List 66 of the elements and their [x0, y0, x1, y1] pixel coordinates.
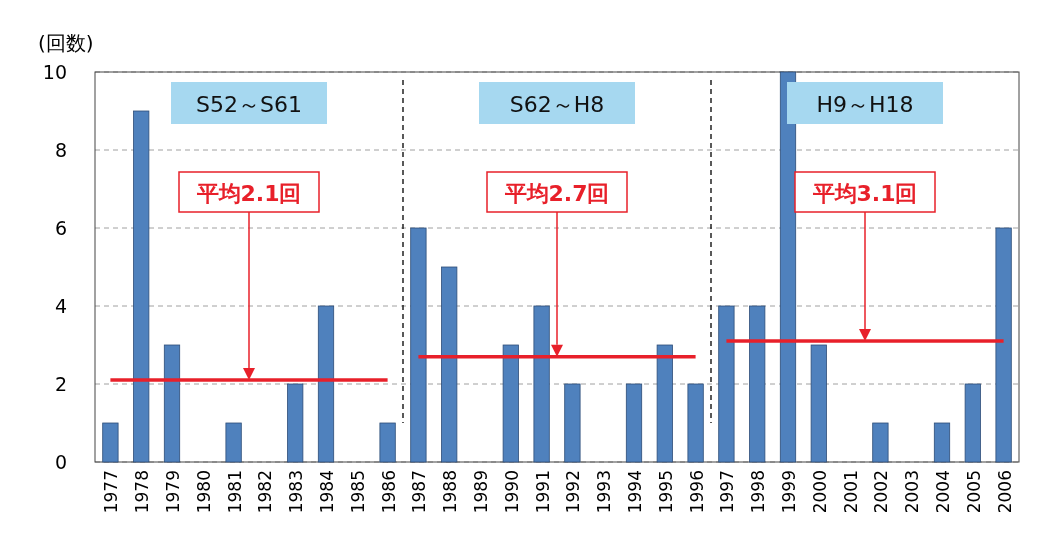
x-tick-label: 2002: [871, 470, 892, 514]
bar: [779, 71, 797, 463]
bar: [133, 110, 150, 463]
annotation: S62～H8: [509, 92, 605, 117]
x-tick-label: 1989: [471, 470, 491, 514]
x-tick-label: 1979: [163, 470, 183, 514]
annotation: H9～H18: [816, 92, 914, 117]
bar: [163, 344, 181, 463]
x-tick-label: 1983: [286, 470, 307, 514]
annotation: 平均3.1回: [811, 181, 918, 206]
bar: [718, 305, 735, 463]
x-tick-label: 1978: [132, 470, 153, 514]
x-tick-label: 2004: [933, 470, 953, 514]
x-tick-label: 2006: [994, 470, 1015, 514]
x-tick-label: 1987: [409, 470, 430, 514]
bar: [933, 422, 951, 463]
x-tick-label: 1994: [625, 470, 645, 514]
x-tick-label: 1985: [347, 470, 368, 514]
x-tick-label: 2005: [963, 470, 984, 514]
x-tick-label: 1980: [193, 470, 214, 514]
bar: [379, 422, 396, 463]
x-tick-label: 1988: [440, 470, 461, 514]
y-axis-title: (回数): [38, 31, 94, 55]
bar: [995, 227, 1012, 463]
bar: [564, 383, 581, 463]
bar: [441, 266, 458, 463]
x-tick-label: 1991: [532, 470, 553, 514]
bar: [687, 383, 704, 463]
x-tick-label: 1996: [686, 470, 707, 514]
y-tick-label: 10: [42, 61, 67, 83]
x-tick-label: 1981: [224, 470, 245, 514]
bar: [317, 305, 335, 463]
x-tick-label: 1999: [779, 470, 799, 514]
x-tick-label: 1984: [317, 470, 337, 514]
x-tick-label: 1992: [563, 470, 584, 514]
y-tick-label: 4: [54, 295, 67, 317]
x-tick-label: 1997: [717, 470, 738, 514]
x-tick-label: 1995: [655, 470, 676, 514]
bar: [502, 344, 519, 463]
x-tick-label: 2003: [902, 470, 923, 514]
x-tick-label: 2001: [840, 470, 861, 514]
x-tick-label: 1998: [748, 470, 769, 514]
x-tick-label: 2000: [809, 470, 830, 514]
bar: [810, 344, 827, 463]
x-tick-label: 1977: [101, 470, 122, 514]
bar: [656, 344, 673, 463]
y-tick-label: 2: [54, 373, 67, 395]
x-tick-label: 1986: [378, 470, 399, 514]
annotation: 平均2.1回: [195, 181, 302, 206]
annotation: S52～S61: [196, 92, 302, 117]
bar: [410, 227, 427, 463]
bar: [287, 383, 304, 463]
x-tick-label: 1990: [501, 470, 522, 514]
y-tick-label: 8: [54, 139, 67, 161]
bar: [964, 383, 981, 463]
annotation: 平均2.7回: [503, 181, 610, 206]
x-tick-label: 1982: [255, 470, 276, 514]
bar: [749, 305, 766, 463]
y-tick-label: 6: [54, 217, 67, 239]
bar: [625, 383, 643, 463]
y-tick-label: 0: [54, 451, 67, 473]
bar: [102, 422, 119, 463]
bar: [872, 422, 889, 463]
bar: [533, 305, 550, 463]
bar: [225, 422, 242, 463]
x-tick-label: 1993: [594, 470, 615, 514]
